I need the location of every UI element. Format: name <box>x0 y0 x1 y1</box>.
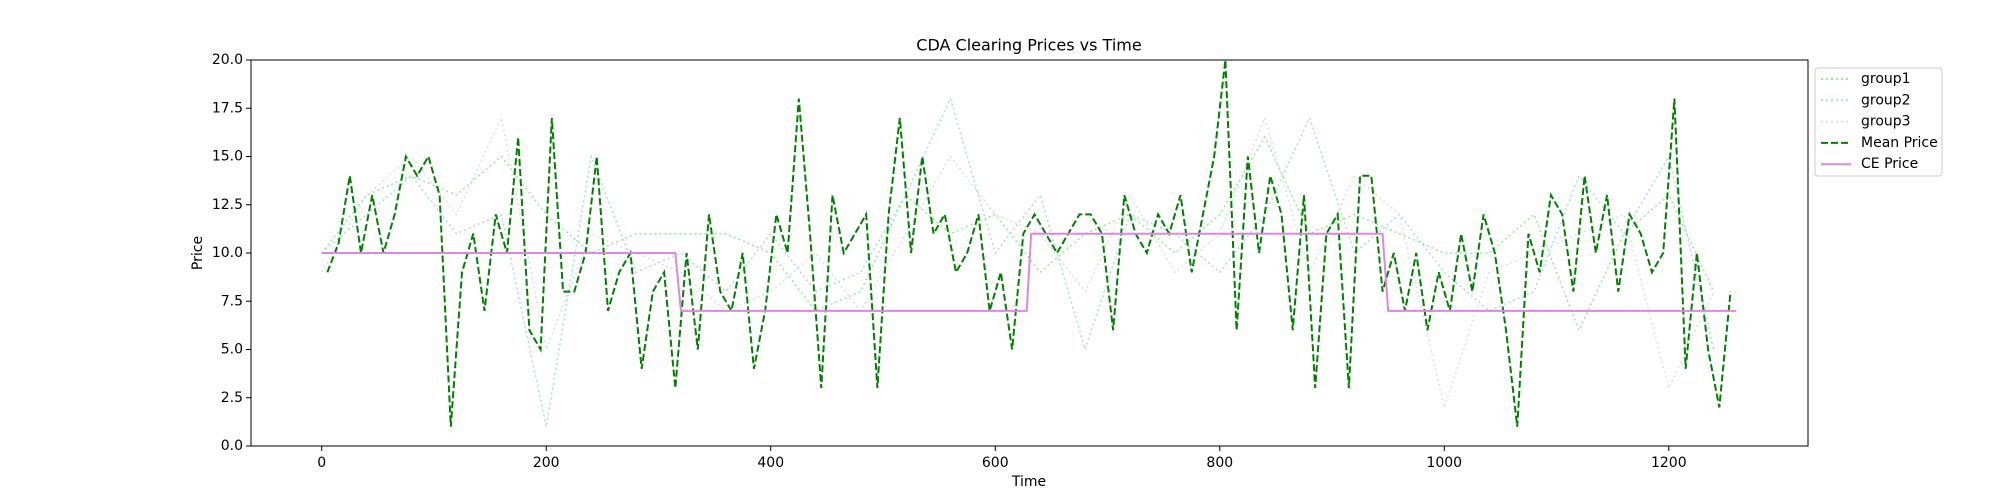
y-axis-label: Price <box>190 236 206 270</box>
legend-label: group2 <box>1861 92 1911 108</box>
y-tick-label: 7.5 <box>221 293 243 309</box>
series-line <box>321 135 1715 333</box>
legend-label: group3 <box>1861 114 1911 130</box>
x-tick-label: 0 <box>317 455 326 471</box>
legend-label: group1 <box>1861 71 1911 87</box>
y-tick-label: 17.5 <box>212 100 243 116</box>
plot-frame <box>250 59 1809 447</box>
legend-label: CE Price <box>1861 156 1918 172</box>
y-tick-label: 20.0 <box>212 52 243 68</box>
x-tick-label: 600 <box>982 455 1009 471</box>
series-line <box>321 232 1737 312</box>
x-axis-label: Time <box>1011 474 1046 490</box>
legend-label: Mean Price <box>1861 135 1938 151</box>
y-tick-label: 12.5 <box>212 197 243 213</box>
y-tick-label: 10.0 <box>212 245 243 261</box>
x-tick-label: 800 <box>1206 455 1233 471</box>
series-line <box>321 96 1715 427</box>
legend-box <box>1814 67 1943 177</box>
y-tick-label: 15.0 <box>212 149 243 165</box>
y-tick-label: 0.0 <box>221 438 243 454</box>
x-tick-label: 200 <box>533 455 560 471</box>
chart-title: CDA Clearing Prices vs Time <box>916 36 1141 55</box>
y-tick-label: 5.0 <box>221 342 243 358</box>
y-tick-label: 2.5 <box>221 390 243 406</box>
x-tick-label: 400 <box>757 455 784 471</box>
series-line <box>321 115 1715 411</box>
series-line <box>326 59 1732 427</box>
x-tick-label: 1200 <box>1651 455 1687 471</box>
x-tick-label: 1000 <box>1426 455 1462 471</box>
